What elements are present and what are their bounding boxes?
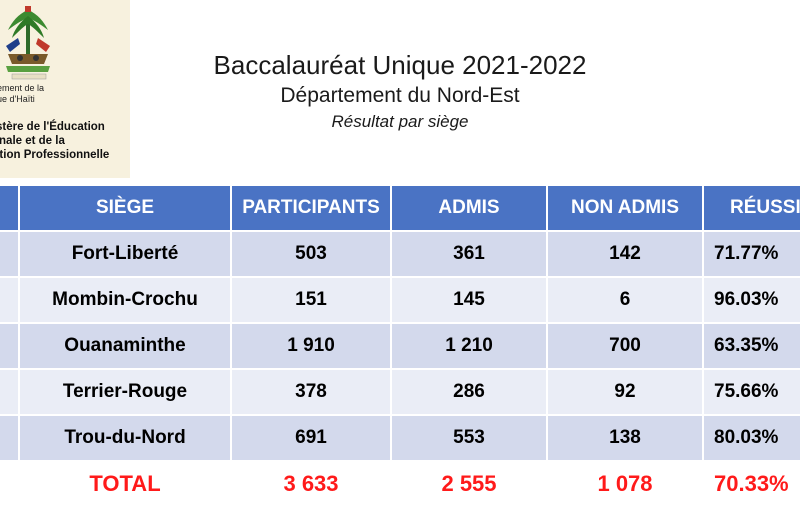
- cell-participants: 691: [232, 416, 392, 460]
- cell-non-admis: 138: [548, 416, 704, 460]
- cell-admis: 553: [392, 416, 548, 460]
- row-spacer: [0, 462, 20, 506]
- cell-participants: 151: [232, 278, 392, 322]
- cell-admis: 286: [392, 370, 548, 414]
- cell-admis: 361: [392, 232, 548, 276]
- total-non-admis: 1 078: [548, 462, 704, 506]
- total-label: TOTAL: [20, 462, 232, 506]
- table-row: Trou-du-Nord 691 553 138 80.03%: [0, 416, 800, 460]
- table-row: Fort-Liberté 503 361 142 71.77%: [0, 232, 800, 276]
- cell-siege: Ouanaminthe: [20, 324, 232, 368]
- table-header-row: SIÈGE PARTICIPANTS ADMIS NON ADMIS RÉUSS…: [0, 186, 800, 230]
- page-subtitle: Résultat par siège: [331, 112, 469, 131]
- cell-reussite: 63.35%: [714, 335, 779, 356]
- cell-participants: 1 910: [232, 324, 392, 368]
- haiti-coat-of-arms-icon: [6, 6, 50, 80]
- ministry-line-1: stère de l'Éducation: [0, 121, 105, 133]
- header-spacer: [0, 186, 20, 230]
- column-header-participants: PARTICIPANTS: [232, 186, 392, 230]
- cell-participants: 503: [232, 232, 392, 276]
- row-spacer: [0, 278, 20, 322]
- total-participants: 3 633: [232, 462, 392, 506]
- cell-siege: Mombin-Crochu: [20, 278, 232, 322]
- cell-siege: Terrier-Rouge: [20, 370, 232, 414]
- cell-siege: Fort-Liberté: [20, 232, 232, 276]
- cell-reussite: 75.66%: [714, 381, 779, 402]
- total-reussite: 70.33%: [714, 471, 789, 496]
- cell-siege: Trou-du-Nord: [20, 416, 232, 460]
- government-line-1: nement de la: [0, 83, 45, 93]
- table-row: Terrier-Rouge 378 286 92 75.66%: [0, 370, 800, 414]
- table-row: Ouanaminthe 1 910 1 210 700 63.35%: [0, 324, 800, 368]
- ministry-logo: nement de la lique d'Haïti stère de l'Éd…: [0, 0, 130, 178]
- cell-non-admis: 6: [548, 278, 704, 322]
- cell-reussite: 71.77%: [714, 243, 779, 264]
- row-spacer: [0, 232, 20, 276]
- column-header-admis: ADMIS: [392, 186, 548, 230]
- cell-admis: 145: [392, 278, 548, 322]
- cell-non-admis: 700: [548, 324, 704, 368]
- cell-non-admis: 92: [548, 370, 704, 414]
- column-header-non-admis: NON ADMIS: [548, 186, 704, 230]
- column-header-reussite: RÉUSSITE: [730, 197, 800, 218]
- total-admis: 2 555: [392, 462, 548, 506]
- row-spacer: [0, 324, 20, 368]
- ministry-line-2: onale et de la: [0, 135, 65, 147]
- row-spacer: [0, 416, 20, 460]
- cell-participants: 378: [232, 370, 392, 414]
- ministry-line-3: nation Professionnelle: [0, 149, 110, 161]
- page-title: Baccalauréat Unique 2021-2022: [213, 50, 587, 80]
- row-spacer: [0, 370, 20, 414]
- table-total-row: TOTAL 3 633 2 555 1 078 70.33%: [0, 462, 800, 506]
- column-header-siege: SIÈGE: [20, 186, 232, 230]
- government-line-2: lique d'Haïti: [0, 94, 35, 104]
- department-title: Département du Nord-Est: [280, 84, 520, 107]
- cell-non-admis: 142: [548, 232, 704, 276]
- government-text: nement de la lique d'Haïti: [0, 83, 44, 105]
- results-table: SIÈGE PARTICIPANTS ADMIS NON ADMIS RÉUSS…: [0, 186, 800, 506]
- ministry-name: stère de l'Éducation onale et de la nati…: [0, 120, 109, 162]
- table-row: Mombin-Crochu 151 145 6 96.03%: [0, 278, 800, 322]
- cell-admis: 1 210: [392, 324, 548, 368]
- cell-reussite: 96.03%: [714, 289, 779, 310]
- cell-reussite: 80.03%: [714, 427, 779, 448]
